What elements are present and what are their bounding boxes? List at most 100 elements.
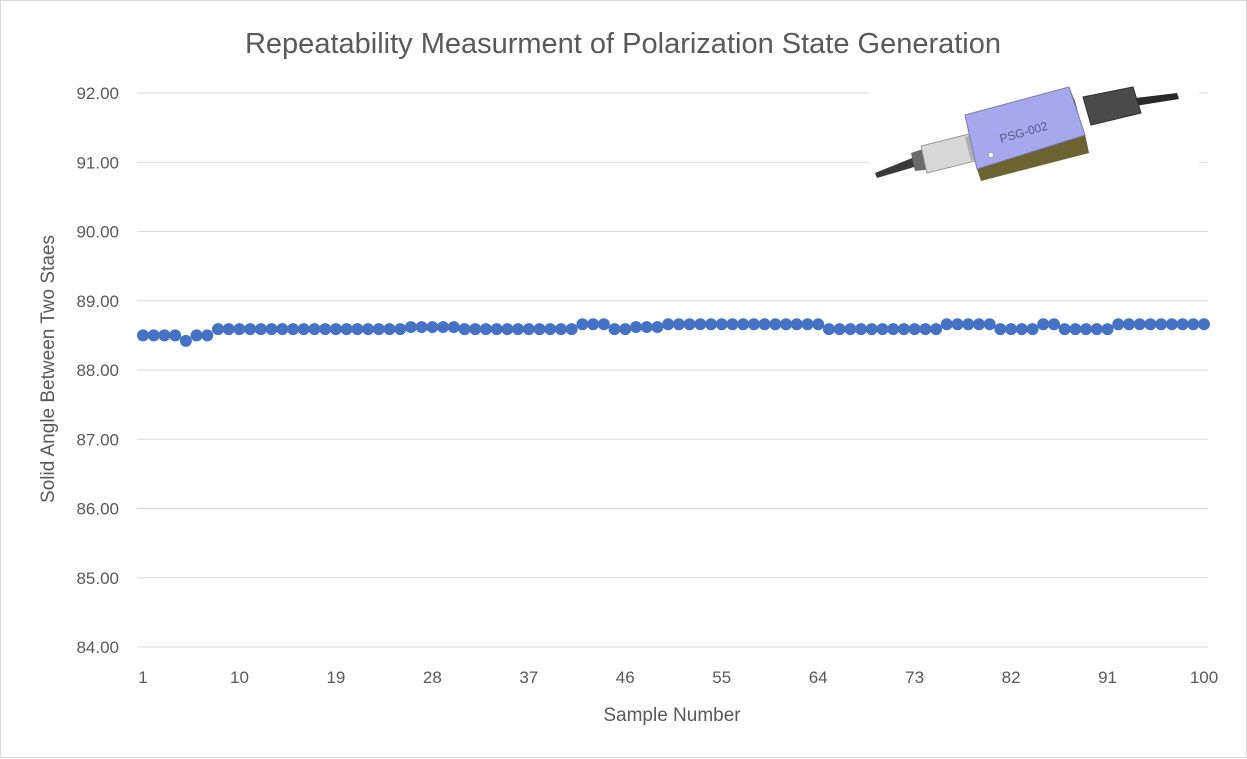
gridlines: [137, 92, 1208, 648]
data-point: [297, 323, 310, 336]
x-tick-label: 73: [905, 668, 924, 687]
y-tick-label: 91.00: [76, 153, 119, 172]
data-point: [1198, 318, 1210, 331]
data-point: [919, 323, 932, 336]
data-point: [769, 318, 782, 331]
data-point: [1058, 323, 1071, 336]
y-tick-label: 87.00: [76, 430, 119, 449]
x-tick-label: 46: [616, 668, 635, 687]
data-point: [287, 323, 300, 336]
data-point: [190, 329, 203, 342]
data-point: [790, 318, 803, 331]
data-point: [276, 323, 289, 336]
data-point: [554, 323, 567, 336]
data-point: [179, 334, 192, 347]
data-point: [844, 323, 857, 336]
data-point: [458, 323, 471, 336]
data-point: [1155, 318, 1168, 331]
x-tick-label: 37: [519, 668, 538, 687]
data-point: [833, 323, 846, 336]
data-point: [737, 318, 750, 331]
data-point: [930, 323, 943, 336]
data-point: [447, 321, 460, 334]
x-tick-label: 55: [712, 668, 731, 687]
data-point: [640, 321, 653, 334]
data-point: [1133, 318, 1146, 331]
data-point: [576, 318, 589, 331]
data-point: [629, 321, 642, 334]
data-point: [1122, 318, 1135, 331]
data-point: [404, 321, 417, 334]
chart-title: Repeatability Measurment of Polarization…: [245, 28, 1001, 60]
data-point: [651, 321, 664, 334]
data-point: [201, 329, 214, 342]
data-point: [222, 323, 235, 336]
data-point: [726, 318, 739, 331]
data-point: [758, 318, 771, 331]
data-point: [1101, 323, 1114, 336]
data-point: [383, 323, 396, 336]
x-tick-label: 19: [326, 668, 345, 687]
data-point: [469, 323, 482, 336]
device-body: [964, 86, 1086, 170]
y-tick-label: 84.00: [76, 638, 119, 657]
data-point: [415, 321, 428, 334]
x-tick-label: 91: [1098, 668, 1117, 687]
data-point: [747, 318, 760, 331]
data-point: [672, 318, 685, 331]
data-point: [887, 323, 900, 336]
data-point: [1165, 318, 1178, 331]
data-point: [812, 318, 825, 331]
data-point: [565, 323, 578, 336]
data-point: [372, 323, 385, 336]
data-point: [147, 329, 160, 342]
data-point: [362, 323, 375, 336]
data-point: [608, 323, 621, 336]
data-point: [394, 323, 407, 336]
data-point: [694, 318, 707, 331]
data-point: [490, 323, 503, 336]
y-tick-label: 92.00: [76, 84, 119, 103]
data-point: [319, 323, 332, 336]
x-axis-title: Sample Number: [603, 705, 741, 726]
data-points: [137, 318, 1210, 347]
data-point: [683, 318, 696, 331]
data-point: [876, 323, 889, 336]
data-point: [308, 323, 321, 336]
data-point: [822, 323, 835, 336]
data-point: [1176, 318, 1189, 331]
x-tick-label: 1: [138, 668, 147, 687]
data-point: [962, 318, 975, 331]
y-axis-title: Solid Angle Between Two Staes: [38, 235, 59, 503]
data-point: [855, 323, 868, 336]
data-point: [329, 323, 342, 336]
data-point: [522, 323, 535, 336]
data-point: [544, 323, 557, 336]
data-point: [169, 329, 182, 342]
data-point: [426, 321, 439, 334]
data-point: [512, 323, 525, 336]
data-point: [1090, 323, 1103, 336]
x-tick-label: 28: [423, 668, 442, 687]
data-point: [897, 323, 910, 336]
data-point: [479, 323, 492, 336]
data-point: [951, 318, 964, 331]
data-point: [437, 321, 450, 334]
data-point: [244, 323, 257, 336]
data-point: [1080, 323, 1093, 336]
data-point: [940, 318, 953, 331]
x-tick-labels: 1 10 19 28 37 46 55 64 73 82 91 100: [138, 668, 1218, 687]
y-tick-label: 85.00: [76, 569, 119, 588]
data-point: [1112, 318, 1125, 331]
x-tick-label: 64: [809, 668, 828, 687]
data-point: [1037, 318, 1050, 331]
data-point: [1069, 323, 1082, 336]
fiber-polarization-device-icon: PSG-002: [869, 81, 1199, 191]
x-tick-label: 82: [1002, 668, 1021, 687]
data-point: [265, 323, 278, 336]
data-point: [1026, 323, 1039, 336]
data-point: [1187, 318, 1200, 331]
data-point: [801, 318, 814, 331]
